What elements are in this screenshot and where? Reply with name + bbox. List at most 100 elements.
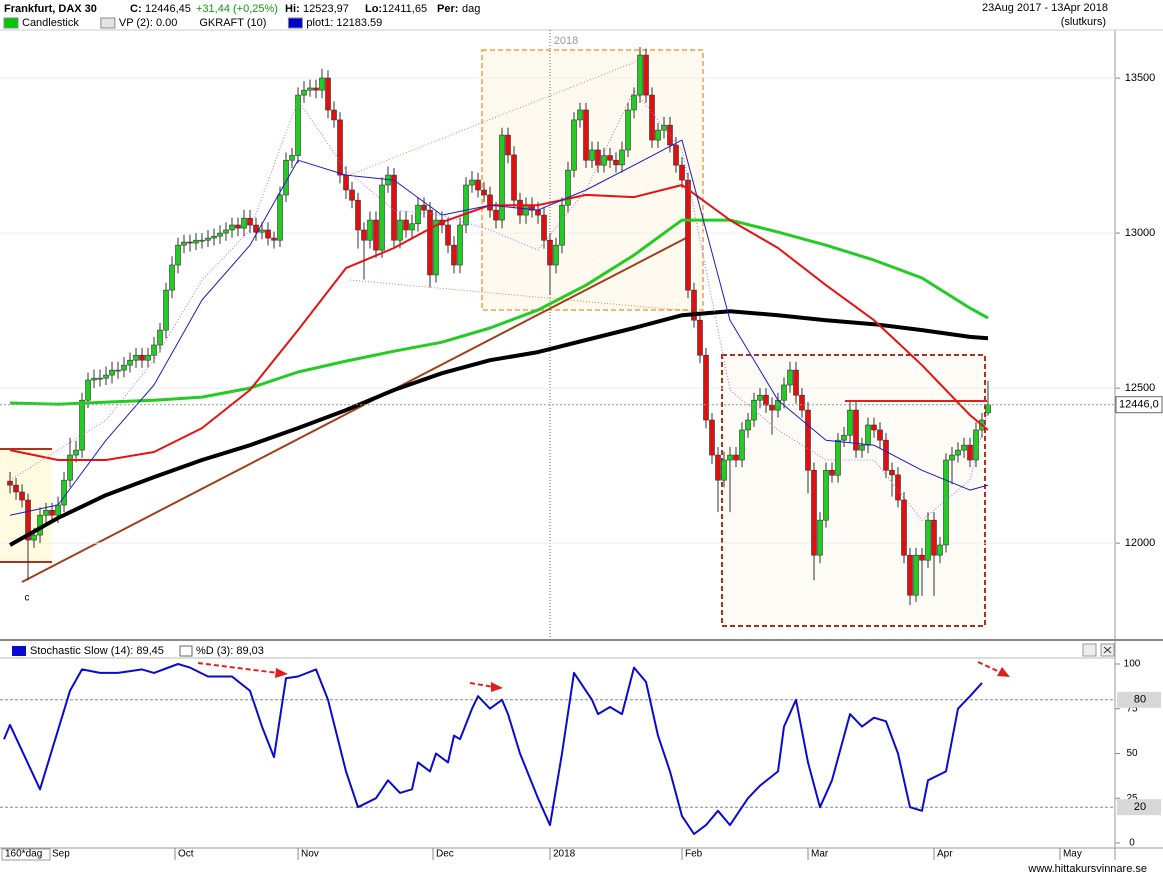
period-label: Per: xyxy=(437,3,458,15)
candle-body xyxy=(655,129,661,141)
candle-body xyxy=(841,434,847,441)
candle-body xyxy=(301,89,307,96)
candle-body xyxy=(595,149,601,166)
x-tick-label: Apr xyxy=(937,849,953,860)
level-box xyxy=(1117,691,1161,708)
candle-body xyxy=(613,159,619,166)
close-value: 12446,45 xyxy=(145,3,191,15)
x-tick-label: Dec xyxy=(436,849,454,860)
candle-body xyxy=(547,239,553,266)
candle-body xyxy=(607,155,613,161)
candle-body xyxy=(331,109,337,121)
candle-body xyxy=(121,364,127,371)
candle-body xyxy=(49,509,55,516)
candle-body xyxy=(745,419,751,431)
candle-body xyxy=(643,54,649,96)
change: +31,44 (+0,25%) xyxy=(196,3,278,15)
candle-body xyxy=(271,237,277,241)
candle-body xyxy=(577,109,583,121)
close-label: C: xyxy=(130,3,142,15)
candle-body xyxy=(247,217,253,226)
candle-body xyxy=(805,409,811,471)
candle-body xyxy=(109,369,115,376)
oscillator-line xyxy=(3,663,983,835)
candle-body xyxy=(583,109,589,161)
candle-body xyxy=(139,354,145,361)
candle-body xyxy=(223,229,229,234)
moving-average xyxy=(9,139,989,516)
candle-body xyxy=(505,134,511,156)
candle-body xyxy=(673,144,679,166)
level-box xyxy=(1117,799,1161,816)
date-range: 23Aug 2017 - 13Apr 2018 xyxy=(982,2,1108,14)
candle-body xyxy=(565,169,571,206)
candle-body xyxy=(67,454,73,481)
legend-label: Stochastic Slow (14): 89,45 xyxy=(30,645,164,657)
candle-body xyxy=(397,219,403,241)
period-box xyxy=(1,848,51,861)
candle-body xyxy=(847,409,853,436)
candle-body xyxy=(487,194,493,211)
candle-body xyxy=(235,224,241,229)
legend: Candlestick VP (2): 0.00 GKRAFT (10) plot1:… xyxy=(3,17,382,29)
candle-body xyxy=(523,204,529,216)
candle-body xyxy=(175,244,181,266)
candle-body xyxy=(61,479,67,506)
candle-body xyxy=(13,484,19,493)
candle-body xyxy=(541,214,547,241)
candle-body xyxy=(799,394,805,411)
candle-body xyxy=(631,94,637,111)
candle-body xyxy=(91,377,97,381)
moving-average xyxy=(9,218,989,406)
candle-body xyxy=(115,369,121,372)
candle-body xyxy=(961,444,967,451)
arrows xyxy=(197,661,1003,688)
x-tick-label: Nov xyxy=(301,849,319,860)
moving-average xyxy=(9,309,989,547)
y-tick-label: 50 xyxy=(1126,748,1138,759)
legend-label: plot1: 12183.59 xyxy=(306,17,382,29)
candle-body xyxy=(967,444,973,461)
legend: Stochastic Slow (14): 89,45 %D (3): 89,03 xyxy=(12,645,264,657)
y-tick-label: 75 xyxy=(1126,703,1138,714)
candle-body xyxy=(409,223,415,231)
legend-swatch xyxy=(12,646,26,656)
level-label: 80 xyxy=(1134,694,1146,706)
candle-body xyxy=(757,394,763,401)
candle-body xyxy=(727,454,733,461)
candle-body xyxy=(811,469,817,556)
candle-body xyxy=(907,554,913,596)
trend-line xyxy=(349,59,641,176)
candle-body xyxy=(421,204,427,211)
candle-body xyxy=(769,404,775,411)
candle-body xyxy=(883,439,889,471)
candle-body xyxy=(205,237,211,241)
candle-body xyxy=(79,399,85,451)
candle-body xyxy=(763,394,769,406)
candle-body xyxy=(931,519,937,556)
candle-body xyxy=(169,264,175,291)
candle-body xyxy=(973,429,979,461)
candle-body xyxy=(229,224,235,231)
candle-body xyxy=(319,77,325,91)
candle-body xyxy=(187,241,193,244)
candle-body xyxy=(253,224,259,233)
candle-body xyxy=(859,444,865,451)
candle-body xyxy=(343,174,349,191)
y-tick-label: 12500 xyxy=(1125,382,1156,394)
y-tick-label: 13500 xyxy=(1125,72,1156,84)
candle-body xyxy=(787,369,793,386)
candle-body xyxy=(181,241,187,246)
settings-button[interactable] xyxy=(1082,643,1097,657)
candle-body xyxy=(511,154,517,201)
candle-body xyxy=(151,344,157,356)
candle-body xyxy=(25,499,31,541)
candle-body xyxy=(43,509,49,516)
legend-swatch xyxy=(100,17,116,29)
x-tick-label: 2018 xyxy=(553,849,576,860)
candle-body xyxy=(817,519,823,556)
y-tick-label: 12000 xyxy=(1125,537,1156,549)
high-value: 12523,97 xyxy=(303,3,349,15)
legend-label: GKRAFT (10) xyxy=(199,17,266,29)
